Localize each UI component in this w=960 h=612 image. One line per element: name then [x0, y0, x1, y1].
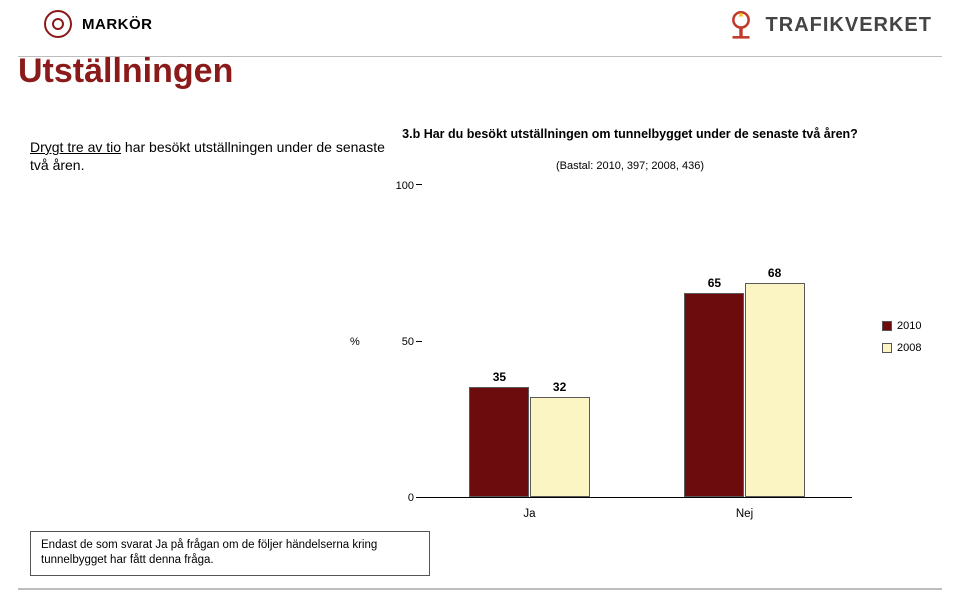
bar-label-2008-ja: 32 [553, 380, 566, 394]
bar-label-2008-nej: 68 [768, 266, 781, 280]
markor-logo: MARKÖR [44, 10, 153, 38]
markor-text: MARKÖR [82, 16, 153, 33]
ytick-100: 100 [374, 180, 414, 192]
swatch-2008 [882, 343, 892, 353]
page-title: Utställningen [18, 52, 233, 91]
bar-chart: 3.b Har du besökt utställningen om tunne… [400, 150, 940, 550]
y-axis-label: % [350, 336, 360, 348]
legend-row-2010: 2010 [882, 320, 940, 332]
bar-2008-ja [530, 397, 590, 497]
legend: 2010 2008 [882, 320, 940, 364]
plot-area: 35326568 Ja Nej [422, 184, 852, 498]
ytick-50: 50 [374, 336, 414, 348]
footnote-box: Endast de som svarat Ja på frågan om de … [30, 531, 430, 576]
bar-2008-nej [745, 283, 805, 497]
legend-label-2008: 2008 [897, 342, 921, 354]
trafikverket-logo: TRAFIKVERKET [724, 8, 932, 42]
footer-divider [18, 588, 942, 590]
legend-row-2008: 2008 [882, 342, 940, 354]
trafikverket-text: TRAFIKVERKET [766, 14, 932, 37]
bar-2010-ja [469, 387, 529, 497]
xcat-ja: Ja [523, 508, 535, 520]
bar-label-2010-ja: 35 [493, 370, 506, 384]
ytick-0: 0 [374, 492, 414, 504]
trafikverket-crest-icon [724, 8, 758, 42]
xcat-nej: Nej [736, 508, 753, 520]
intro-text: Drygt tre av tio har besökt utställninge… [30, 138, 390, 174]
legend-label-2010: 2010 [897, 320, 921, 332]
chart-subtitle: (Bastal: 2010, 397; 2008, 436) [400, 160, 860, 172]
bar-2010-nej [684, 293, 744, 497]
intro-underlined: Drygt tre av tio [30, 139, 121, 155]
bar-label-2010-nej: 65 [708, 276, 721, 290]
markor-ring-icon [44, 10, 72, 38]
swatch-2010 [882, 321, 892, 331]
chart-title: 3.b Har du besökt utställningen om tunne… [400, 126, 860, 143]
